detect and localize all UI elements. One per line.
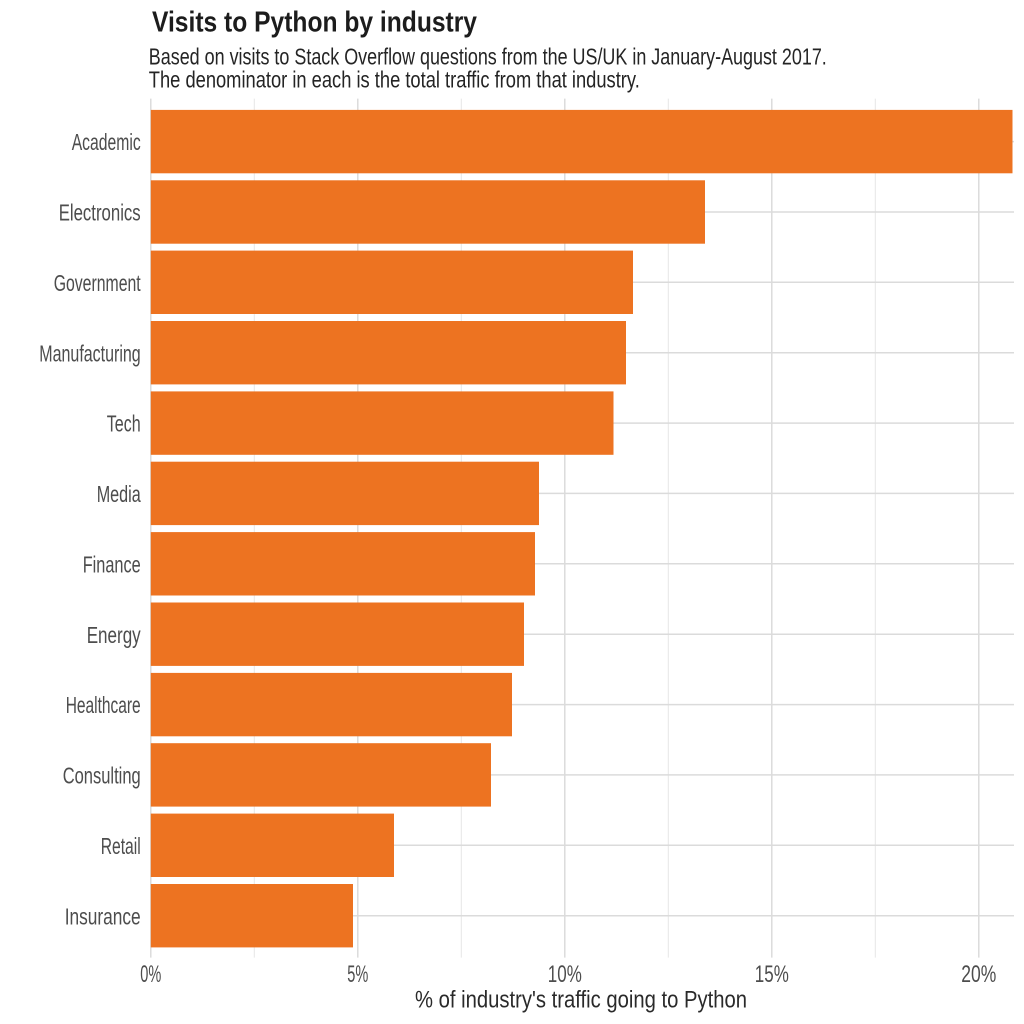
svg-text:Energy: Energy bbox=[87, 622, 141, 648]
svg-text:Based on visits to Stack Overf: Based on visits to Stack Overflow questi… bbox=[149, 44, 827, 70]
svg-text:Visits to Python by industry: Visits to Python by industry bbox=[152, 6, 477, 38]
svg-text:Media: Media bbox=[97, 481, 141, 507]
svg-text:5%: 5% bbox=[347, 961, 368, 988]
svg-text:0%: 0% bbox=[140, 961, 161, 988]
svg-text:10%: 10% bbox=[548, 961, 582, 988]
svg-text:Healthcare: Healthcare bbox=[66, 692, 141, 718]
svg-text:20%: 20% bbox=[961, 961, 996, 988]
svg-text:Academic: Academic bbox=[72, 129, 141, 155]
svg-text:Finance: Finance bbox=[83, 551, 141, 577]
svg-text:Government: Government bbox=[54, 270, 141, 296]
svg-text:% of industry's traffic going: % of industry's traffic going to Python bbox=[415, 986, 747, 1013]
svg-text:Consulting: Consulting bbox=[63, 763, 141, 789]
svg-text:Electronics: Electronics bbox=[59, 200, 141, 226]
svg-text:Insurance: Insurance bbox=[65, 903, 141, 929]
svg-text:Retail: Retail bbox=[101, 833, 141, 859]
svg-text:Tech: Tech bbox=[107, 411, 141, 437]
svg-text:15%: 15% bbox=[755, 961, 789, 988]
svg-text:The denominator in each is the: The denominator in each is the total tra… bbox=[149, 66, 640, 92]
svg-text:Manufacturing: Manufacturing bbox=[39, 340, 140, 366]
